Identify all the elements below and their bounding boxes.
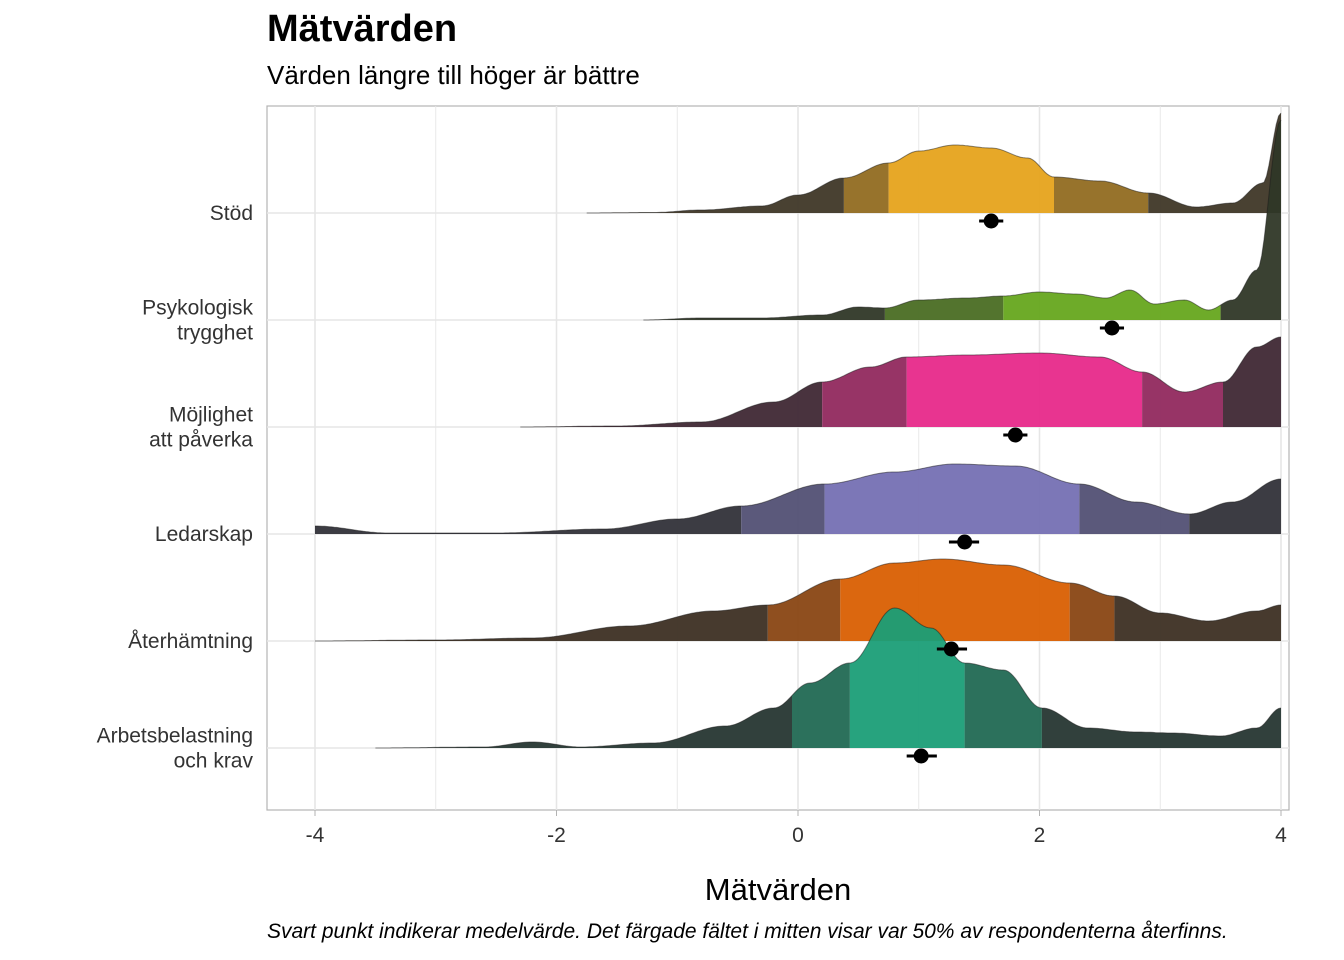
ridge-segment [824,464,1080,534]
ridge [643,119,1282,321]
mean-point [913,748,929,764]
ridge-segment [906,353,1143,427]
x-tick-label: 0 [792,824,804,847]
ridge-segment [964,663,1042,748]
ridge-segment [822,357,907,427]
ridge-segment [741,484,825,534]
ridge-segment [586,178,844,213]
mean-point [1007,427,1023,443]
ridge-segment [1223,337,1281,427]
ridge-segment [843,163,889,213]
x-axis-label: Mätvärden [704,872,852,907]
ridge-segment [1003,290,1221,320]
ridge-segment [849,608,965,748]
ridge-segment [1220,120,1281,320]
ridge-segment [1069,583,1115,641]
mean-point [957,534,973,550]
category-label: Möjlighet att påverka [149,404,253,452]
ridge-outline [520,336,1282,428]
ridge [315,463,1282,534]
category-label: Stöd [210,202,253,225]
plot-panel [266,105,1290,811]
ridge-outline [375,607,1282,749]
chart-title: Mätvärden [267,8,458,50]
category-label: Arbetsbelastning och krav [97,725,254,773]
chart-caption: Svart punkt indikerar medelvärde. Det fä… [267,920,1228,943]
ridge-segment [520,382,823,427]
ridge-segment [1054,177,1149,213]
ridge [520,336,1282,428]
ridge-segment [643,307,885,320]
category-label: Återhämtning [128,630,253,653]
x-tick-label: 4 [1275,824,1287,847]
x-tick-label: 2 [1034,824,1046,847]
ridge-segment [1079,484,1190,534]
chart-subtitle: Värden längre till höger är bättre [267,60,640,90]
ridge-segment [1114,596,1281,641]
ridge-outline [586,112,1282,214]
ridge-segment [767,579,841,641]
mean-point [1104,320,1120,336]
x-tick-label: -4 [306,824,325,847]
ridge-segment [1142,372,1223,427]
ridge-outline [643,119,1282,321]
ridge-segment [884,296,1004,320]
category-label: Ledarskap [155,523,253,546]
ridge-segment [375,695,792,748]
ridge-segment [888,145,1054,213]
category-label: Psykologisk trygghet [142,297,253,345]
mean-point [943,641,959,657]
ridge [375,607,1282,749]
mean-point [983,213,999,229]
ridge-segment [315,506,742,534]
ridge-segment [1041,708,1281,748]
ridge-segment [792,663,850,748]
ridge-segment [1189,479,1281,534]
ridge-outline [315,463,1282,534]
ridge-segment [315,605,768,641]
x-tick-label: -2 [547,824,566,847]
ridge-outline [315,558,1282,642]
